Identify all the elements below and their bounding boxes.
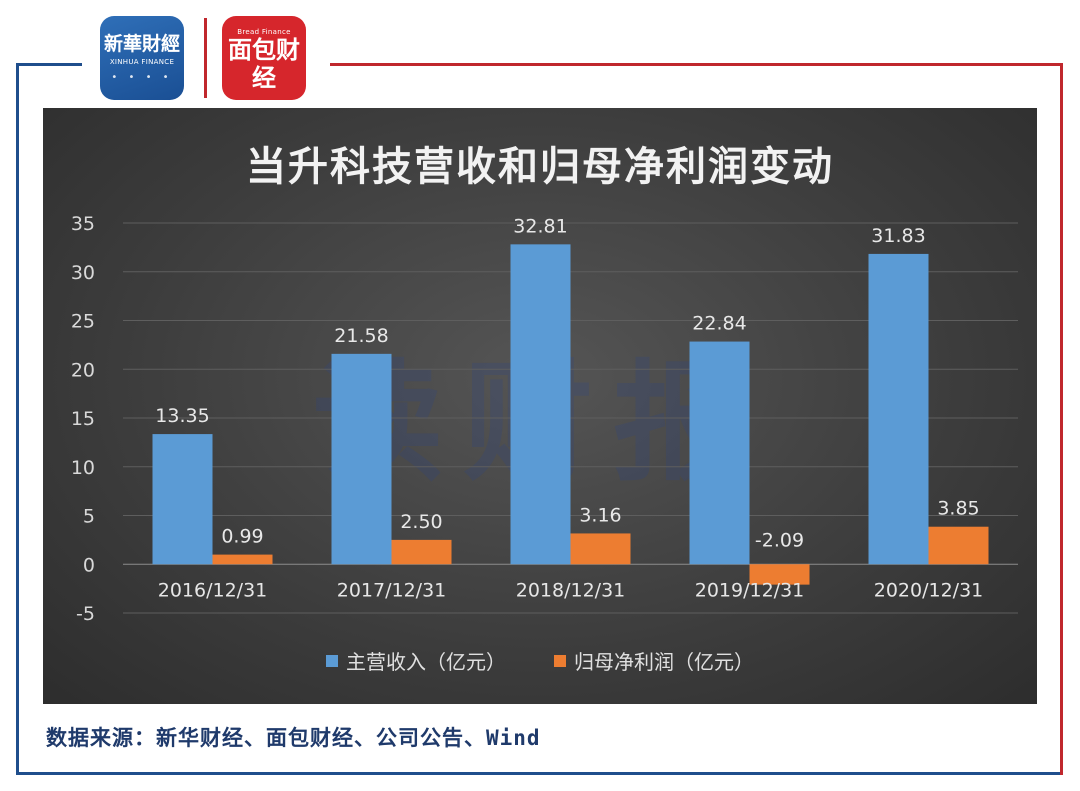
logo-divider <box>204 18 207 98</box>
data-label-net-profit: 3.85 <box>937 498 979 520</box>
y-tick-label: 5 <box>83 506 95 528</box>
legend-label-revenue: 主营收入（亿元） <box>346 650 506 674</box>
bar-chart: 35 30 25 20 15 10 5 0 -5 13.35 0.99 2016/12/31 21.58… <box>71 213 1018 625</box>
y-tick-label: 0 <box>83 554 95 576</box>
x-category-label: 2016/12/31 <box>158 580 268 602</box>
bar-net-profit <box>212 554 273 565</box>
bar-net-profit <box>570 533 631 565</box>
y-tick-label: 20 <box>71 359 95 381</box>
data-label-revenue: 31.83 <box>871 225 925 247</box>
bar-net-profit <box>749 564 810 585</box>
x-category-label: 2017/12/31 <box>337 580 447 602</box>
data-label-revenue: 22.84 <box>692 313 746 335</box>
data-label-revenue: 21.58 <box>334 325 388 347</box>
frame-top-left-line <box>16 63 82 66</box>
y-tick-label: 25 <box>71 311 95 333</box>
frame-bottom-line <box>16 772 1063 775</box>
data-label-net-profit: 0.99 <box>221 526 263 548</box>
frame-left-line <box>16 63 19 775</box>
x-category-label: 2020/12/31 <box>874 580 984 602</box>
bar-revenue <box>510 244 571 565</box>
y-tick-label: 30 <box>71 262 95 284</box>
xinhua-finance-logo: 新華財經 XINHUA FINANCE • • • • <box>100 16 184 100</box>
legend-swatch-revenue <box>326 654 338 667</box>
bar-revenue <box>689 341 750 565</box>
bar-net-profit <box>391 539 452 565</box>
x-category-label: 2019/12/31 <box>695 580 805 602</box>
frame-right-line <box>1060 63 1063 775</box>
chart-legend: 主营收入（亿元） 归母净利润（亿元） <box>43 646 1037 675</box>
legend-swatch-net-profit <box>554 654 566 667</box>
chart-title: 当升科技营收和归母净利润变动 <box>246 144 834 190</box>
data-label-net-profit: 3.16 <box>579 504 621 526</box>
bar-revenue <box>331 353 392 565</box>
bar-revenue <box>152 434 213 565</box>
data-label-revenue: 13.35 <box>155 405 209 427</box>
y-tick-label: 15 <box>71 408 95 430</box>
data-label-net-profit: -2.09 <box>755 529 804 551</box>
bar-net-profit <box>928 526 989 565</box>
legend-item-net-profit: 归母净利润（亿元） <box>554 646 754 675</box>
data-source-note: 数据来源：新华财经、面包财经、公司公告、Wind <box>46 726 541 750</box>
x-category-label: 2018/12/31 <box>516 580 626 602</box>
y-tick-label: -5 <box>76 603 95 625</box>
data-label-revenue: 32.81 <box>513 215 567 237</box>
legend-item-revenue: 主营收入（亿元） <box>326 646 506 675</box>
mianbao-finance-logo: Bread Finance 面包财经 <box>222 16 306 100</box>
legend-label-net-profit: 归母净利润（亿元） <box>574 650 754 674</box>
y-tick-label: 35 <box>71 213 95 235</box>
bar-revenue <box>868 253 929 565</box>
data-label-net-profit: 2.50 <box>400 511 442 533</box>
chart-panel: 读财报 当升科技营收和归母净利润变动 35302520151050-513.35… <box>43 108 1037 704</box>
frame-top-right-line <box>330 63 1063 66</box>
y-tick-label: 10 <box>71 457 95 479</box>
